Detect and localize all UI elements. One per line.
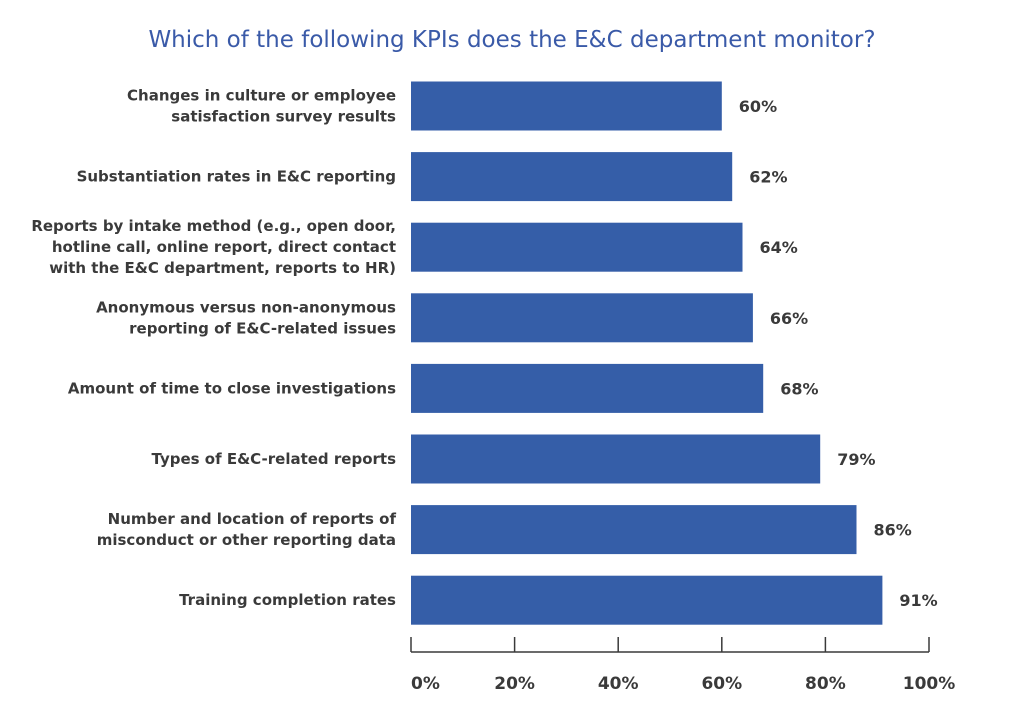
category-label: Anonymous versus non-anonymous reporting … — [96, 298, 396, 337]
x-tick-label: 20% — [494, 674, 535, 694]
value-label: 64% — [760, 238, 798, 257]
category-label: Training completion rates — [179, 591, 396, 609]
bar — [411, 222, 743, 272]
value-label: 66% — [770, 309, 808, 328]
value-label: 60% — [739, 97, 777, 116]
value-label: 91% — [899, 591, 937, 610]
bar — [411, 293, 753, 343]
category-label: Changes in culture or employee satisfacti… — [127, 87, 396, 126]
value-label: 79% — [837, 450, 875, 469]
value-label: 62% — [749, 168, 787, 187]
value-label: 86% — [874, 521, 912, 540]
value-label: 68% — [780, 379, 818, 398]
x-tick-label: 100% — [903, 674, 956, 694]
category-label: Types of E&C-related reports — [152, 450, 397, 468]
x-tick-label: 0% — [411, 674, 440, 694]
x-tick-label: 60% — [701, 674, 742, 694]
category-label: Amount of time to close investigations — [68, 379, 396, 397]
bar — [411, 434, 821, 484]
chart-title: Which of the following KPIs does the E&C… — [148, 27, 876, 53]
bar — [411, 363, 764, 413]
bar — [411, 81, 722, 131]
x-tick-label: 40% — [598, 674, 639, 694]
category-label: Substantiation rates in E&C reporting — [77, 168, 396, 186]
category-label: Reports by intake method (e.g., open doo… — [31, 217, 396, 277]
bar — [411, 505, 857, 555]
category-label: Number and location of reports of miscond… — [97, 510, 397, 549]
bar — [411, 152, 733, 202]
bar — [411, 575, 883, 625]
x-tick-label: 80% — [805, 674, 846, 694]
